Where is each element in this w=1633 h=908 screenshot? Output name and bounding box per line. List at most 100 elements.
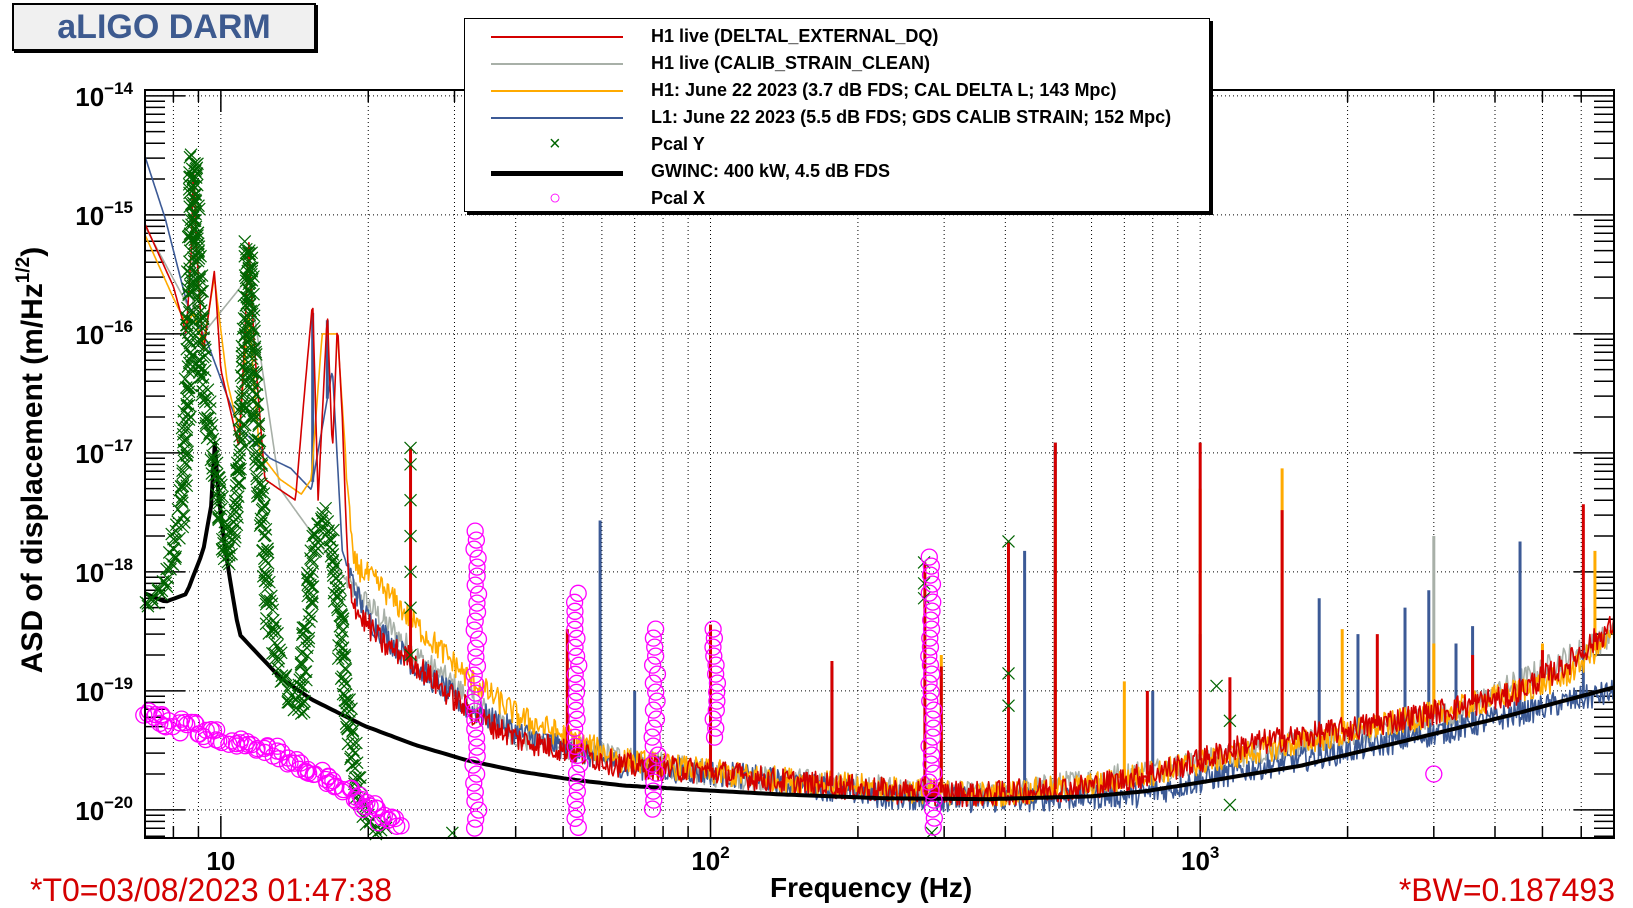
y-tick-label: 10−20 bbox=[75, 793, 133, 826]
pcal-x-marker bbox=[644, 629, 663, 647]
pcal-y-marker bbox=[181, 360, 195, 373]
pcal-y-marker bbox=[245, 378, 259, 392]
pcal-x-marker bbox=[643, 755, 662, 773]
pcal-x-marker bbox=[571, 755, 589, 773]
pcal-y-marker bbox=[167, 532, 180, 546]
pcal-y-marker bbox=[445, 826, 459, 840]
pcal-x-marker bbox=[175, 713, 194, 732]
pcal-x-marker bbox=[465, 621, 483, 639]
legend-label: GWINC: 400 kW, 4.5 dB FDS bbox=[651, 161, 891, 181]
pcal-y-marker bbox=[192, 252, 206, 265]
pcal-y-marker bbox=[253, 519, 267, 532]
pcal-x-marker bbox=[647, 764, 665, 782]
pcal-x-marker bbox=[568, 629, 586, 647]
pcal-y-marker bbox=[194, 284, 208, 298]
pcal-y-marker bbox=[343, 713, 357, 727]
x-tick-label: 103 bbox=[1181, 843, 1219, 876]
pcal-x-marker bbox=[643, 728, 661, 746]
pcal-x-marker bbox=[465, 666, 483, 684]
pcal-y-marker bbox=[194, 370, 208, 384]
pcal-y-marker bbox=[252, 419, 266, 433]
pcal-x-marker bbox=[708, 683, 726, 701]
legend-label: Pcal Y bbox=[651, 134, 705, 154]
pcal-y-marker bbox=[236, 322, 250, 336]
pcal-y-marker bbox=[404, 565, 417, 579]
pcal-y-marker bbox=[248, 435, 262, 449]
pcal-y-marker bbox=[330, 600, 344, 614]
pcal-y-marker bbox=[181, 301, 194, 315]
pcal-y-marker bbox=[239, 246, 253, 260]
pcal-x-marker bbox=[924, 719, 943, 737]
pcal-x-marker bbox=[466, 783, 484, 801]
pcal-x-marker bbox=[924, 593, 942, 611]
pcal-y-marker bbox=[298, 694, 311, 708]
pcal-y-marker bbox=[1223, 714, 1237, 728]
legend-line-swatch bbox=[491, 117, 623, 119]
y-tick-label: 10−17 bbox=[75, 436, 133, 469]
pcal-y-marker bbox=[169, 550, 183, 564]
pcal-y-marker bbox=[171, 502, 185, 516]
pcal-x-marker bbox=[467, 675, 485, 693]
pcal-y-marker bbox=[241, 255, 255, 269]
pcal-x-marker bbox=[704, 638, 722, 656]
pcal-x-marker bbox=[467, 810, 485, 828]
pcal-x-marker bbox=[921, 566, 940, 584]
pcal-x-marker bbox=[375, 806, 394, 825]
pcal-x-marker bbox=[922, 782, 940, 800]
pcal-x-marker bbox=[468, 567, 486, 585]
pcal-y-marker bbox=[248, 340, 262, 354]
pcal-y-marker bbox=[230, 456, 244, 470]
pcal-y-marker bbox=[214, 502, 228, 516]
pcal-y-marker bbox=[184, 148, 198, 162]
pcal-x-marker bbox=[466, 720, 484, 738]
pcal-y-marker bbox=[271, 626, 284, 640]
pcal-y-marker bbox=[315, 514, 329, 528]
pcal-x-marker bbox=[643, 656, 662, 674]
pcal-x-marker bbox=[566, 692, 584, 710]
pcal-x-marker bbox=[645, 773, 663, 791]
pcal-x-marker bbox=[466, 702, 484, 720]
pcal-y-marker bbox=[186, 199, 199, 212]
pcal-y-marker bbox=[155, 588, 169, 601]
pcal-x-marker bbox=[466, 711, 484, 729]
pcal-y-marker bbox=[325, 543, 339, 557]
y-tick-label: 10−16 bbox=[75, 317, 133, 350]
pcal-x-marker bbox=[923, 710, 942, 728]
pcal-y-marker bbox=[233, 476, 247, 490]
pcal-y-marker bbox=[261, 580, 274, 594]
pcal-y-marker bbox=[335, 648, 348, 662]
t0-timestamp: *T0=03/08/2023 01:47:38 bbox=[30, 872, 393, 908]
pcal-x-marker bbox=[648, 692, 666, 710]
pcal-x-marker bbox=[707, 656, 725, 674]
pcal-y-marker bbox=[252, 447, 266, 461]
pcal-x-marker bbox=[921, 638, 940, 656]
pcal-y-marker bbox=[249, 409, 263, 423]
pcal-y-marker bbox=[245, 332, 259, 346]
pcal-x-marker bbox=[568, 746, 587, 764]
pcal-x-marker bbox=[358, 793, 376, 812]
legend-entry: H1 live (DELTAL_EXTERNAL_DQ) bbox=[465, 23, 1209, 51]
pcal-y-marker bbox=[200, 431, 214, 445]
pcal-y-marker bbox=[176, 467, 190, 481]
pcal-y-marker bbox=[281, 695, 295, 709]
y-tick-label: 10−14 bbox=[75, 79, 133, 112]
pcal-x-marker bbox=[921, 692, 939, 710]
pcal-y-marker bbox=[299, 665, 313, 678]
pcal-y-marker bbox=[301, 572, 315, 585]
pcal-x-marker bbox=[644, 719, 663, 737]
pcal-y-marker bbox=[180, 397, 194, 411]
pcal-y-marker bbox=[191, 291, 205, 305]
pcal-x-marker bbox=[464, 693, 482, 711]
pcal-x-marker bbox=[468, 594, 486, 612]
pcal-x-marker bbox=[296, 762, 315, 780]
pcal-y-marker bbox=[180, 342, 194, 356]
x-axis-label: Frequency (Hz) bbox=[770, 872, 973, 903]
pcal-y-marker bbox=[1223, 798, 1237, 812]
pcal-y-marker bbox=[298, 621, 312, 635]
x-marker-icon: × bbox=[549, 133, 561, 155]
pcal-y-marker bbox=[245, 264, 259, 278]
pcal-y-marker bbox=[254, 477, 268, 491]
pcal-x-marker bbox=[920, 737, 938, 755]
pcal-y-marker bbox=[305, 595, 319, 608]
pcal-y-marker bbox=[190, 232, 204, 246]
